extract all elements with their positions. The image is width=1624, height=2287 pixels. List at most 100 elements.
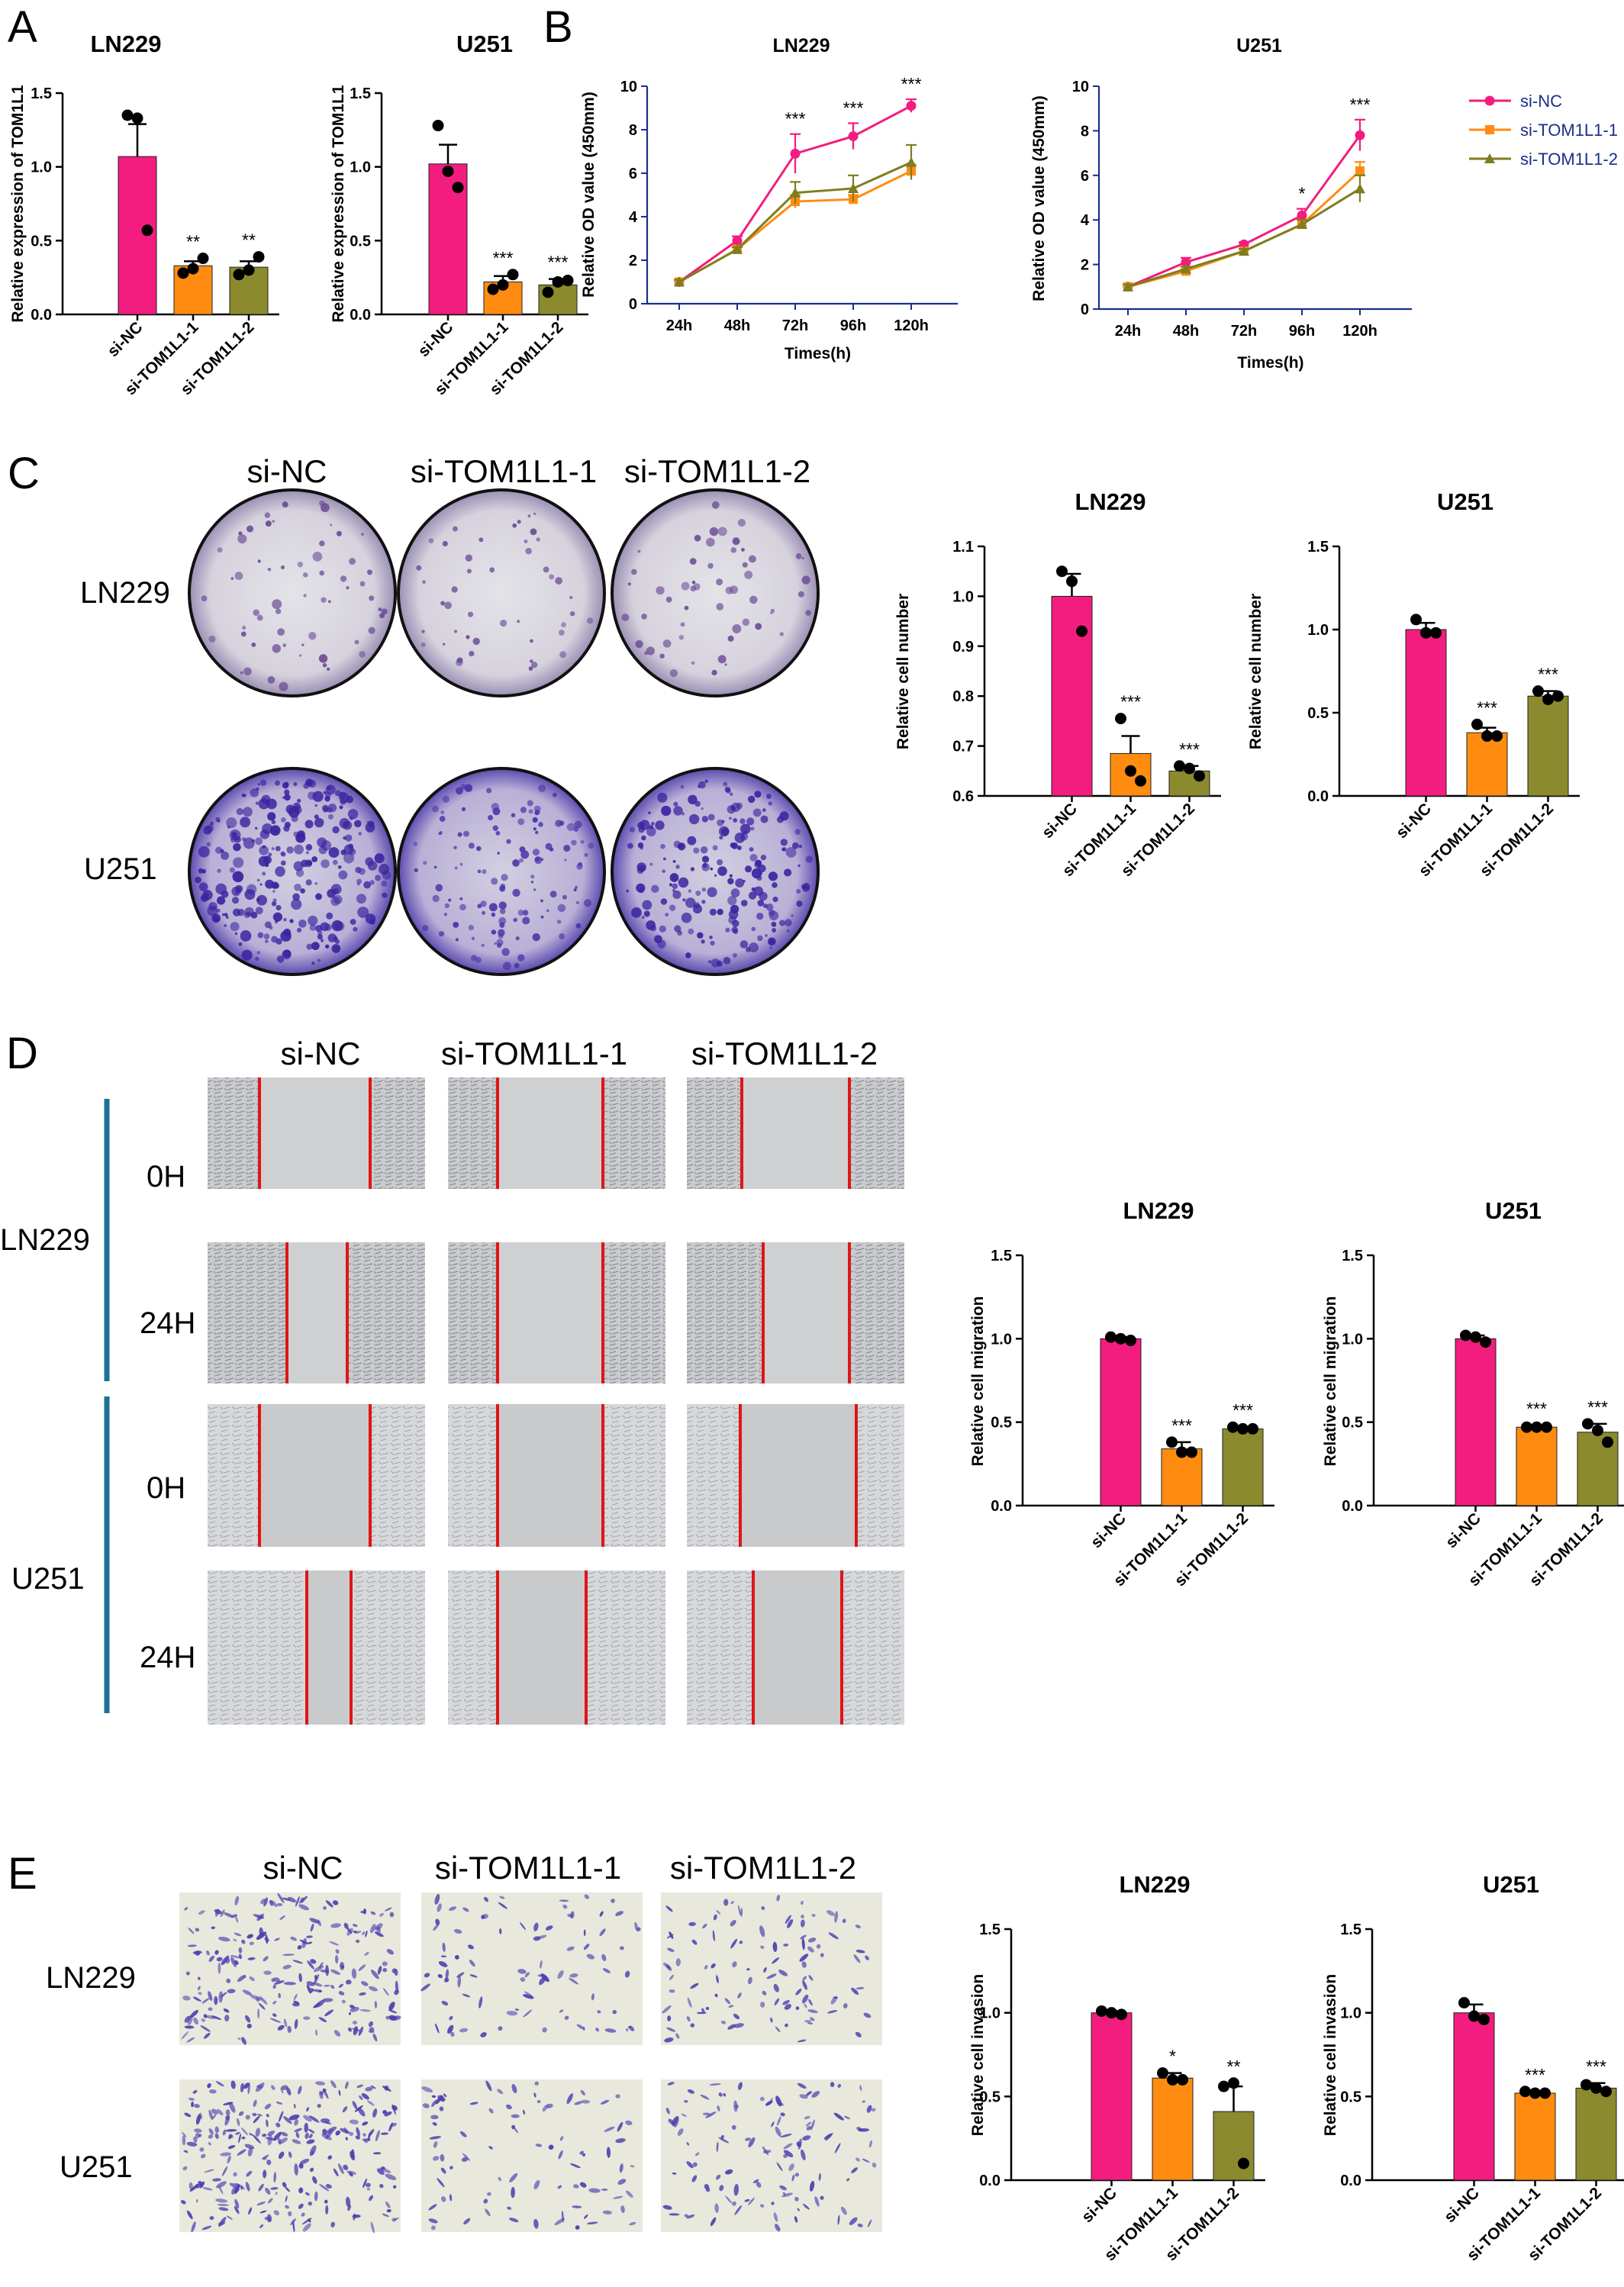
scratch-gap [753, 1570, 842, 1725]
colony [637, 842, 644, 849]
invading-cell [225, 2109, 230, 2116]
invading-cell [442, 1942, 446, 1952]
data-point [1532, 685, 1544, 697]
data-point [1177, 2073, 1188, 2086]
colony [339, 805, 343, 810]
invading-cell [195, 2198, 198, 2203]
colony [707, 960, 712, 964]
colony [374, 853, 385, 864]
data-point [1355, 130, 1365, 140]
invading-cell [200, 2153, 206, 2159]
y-tick-label: 0.5 [991, 1415, 1012, 1432]
colony [240, 671, 243, 675]
colony [378, 607, 382, 612]
invading-cell [294, 2118, 299, 2126]
invading-cell [220, 2152, 231, 2157]
colony [281, 852, 286, 857]
colony [704, 779, 708, 783]
colony [320, 939, 324, 942]
x-tick-label: 96h [840, 317, 866, 334]
colony [319, 540, 325, 546]
invading-cell [506, 2011, 518, 2016]
invading-cell [184, 2025, 195, 2029]
colony [701, 900, 706, 904]
invading-cell [462, 2153, 471, 2161]
colony [255, 801, 259, 805]
colony [382, 892, 388, 898]
colony [232, 908, 241, 916]
series-line-si-TOM1L1-2 [678, 161, 912, 283]
y-axis-label: Relative expression of TOM1L1 [330, 85, 347, 323]
invading-cell [380, 2132, 389, 2135]
x-tick-label: si-NC [1442, 1509, 1484, 1551]
colony [478, 537, 484, 543]
colony [322, 807, 329, 813]
invading-cell [372, 2108, 378, 2118]
invading-cell [330, 2221, 335, 2227]
invading-cell [315, 2029, 318, 2036]
invading-cell [267, 2134, 272, 2146]
invading-cell [194, 2104, 200, 2108]
invading-cell [691, 2175, 698, 2182]
data-point [1580, 2079, 1592, 2091]
c-group-si-tom1l1-2: si-TOM1L1-2 [624, 453, 810, 489]
data-point [790, 148, 801, 159]
colony [801, 556, 804, 560]
invading-cell [330, 1969, 341, 1975]
invading-cell [733, 2013, 740, 2020]
invading-cell [871, 2108, 876, 2112]
invading-cell [369, 2027, 375, 2032]
colony [461, 807, 466, 812]
invading-cell [298, 2203, 304, 2209]
c-group-si-tom1l1-1: si-TOM1L1-1 [411, 453, 597, 489]
data-point [1228, 2077, 1239, 2089]
invading-cell [667, 2015, 672, 2021]
colony [678, 877, 689, 888]
invading-cell [295, 2131, 300, 2139]
invading-cell [298, 1904, 309, 1911]
colony [297, 798, 301, 803]
data-point [1602, 1436, 1613, 1448]
invading-cell [430, 2225, 436, 2231]
invading-cell [386, 1949, 394, 1955]
invading-cell [394, 1968, 398, 1976]
invading-cell [272, 2000, 277, 2005]
invading-cell [714, 2203, 719, 2213]
colony [277, 628, 285, 636]
invading-cell [212, 2114, 217, 2119]
colony [259, 846, 269, 855]
invading-cell [218, 1962, 221, 1974]
y-tick-label: 0.0 [1342, 1498, 1363, 1515]
invading-cell [392, 2218, 396, 2222]
invading-cell [201, 2225, 212, 2231]
colony [324, 795, 330, 802]
invading-cell [716, 1975, 719, 1984]
invading-cell [435, 1918, 440, 1926]
y-tick-label: 2 [629, 253, 637, 269]
colony [710, 867, 714, 871]
colony [215, 817, 221, 823]
invading-cell [570, 2163, 581, 2169]
invading-cell [445, 1969, 450, 1979]
colony [646, 826, 656, 836]
invading-cell [795, 1988, 802, 1995]
colony [512, 888, 520, 897]
colony [250, 911, 258, 919]
colony [233, 857, 244, 868]
colony [717, 908, 723, 916]
invading-cell [421, 2086, 433, 2093]
invading-cell [802, 1976, 807, 1981]
invading-cell [701, 2008, 705, 2013]
y-tick-label: 0.5 [1342, 1415, 1363, 1432]
invading-cell [370, 1911, 376, 1915]
colony [791, 842, 799, 849]
colony [206, 842, 211, 847]
data-point [1481, 730, 1493, 742]
colony [517, 818, 525, 826]
colony [480, 900, 487, 907]
colony [271, 847, 275, 851]
data-point [1125, 765, 1136, 777]
data-point [1125, 1335, 1136, 1347]
colony [690, 867, 695, 871]
